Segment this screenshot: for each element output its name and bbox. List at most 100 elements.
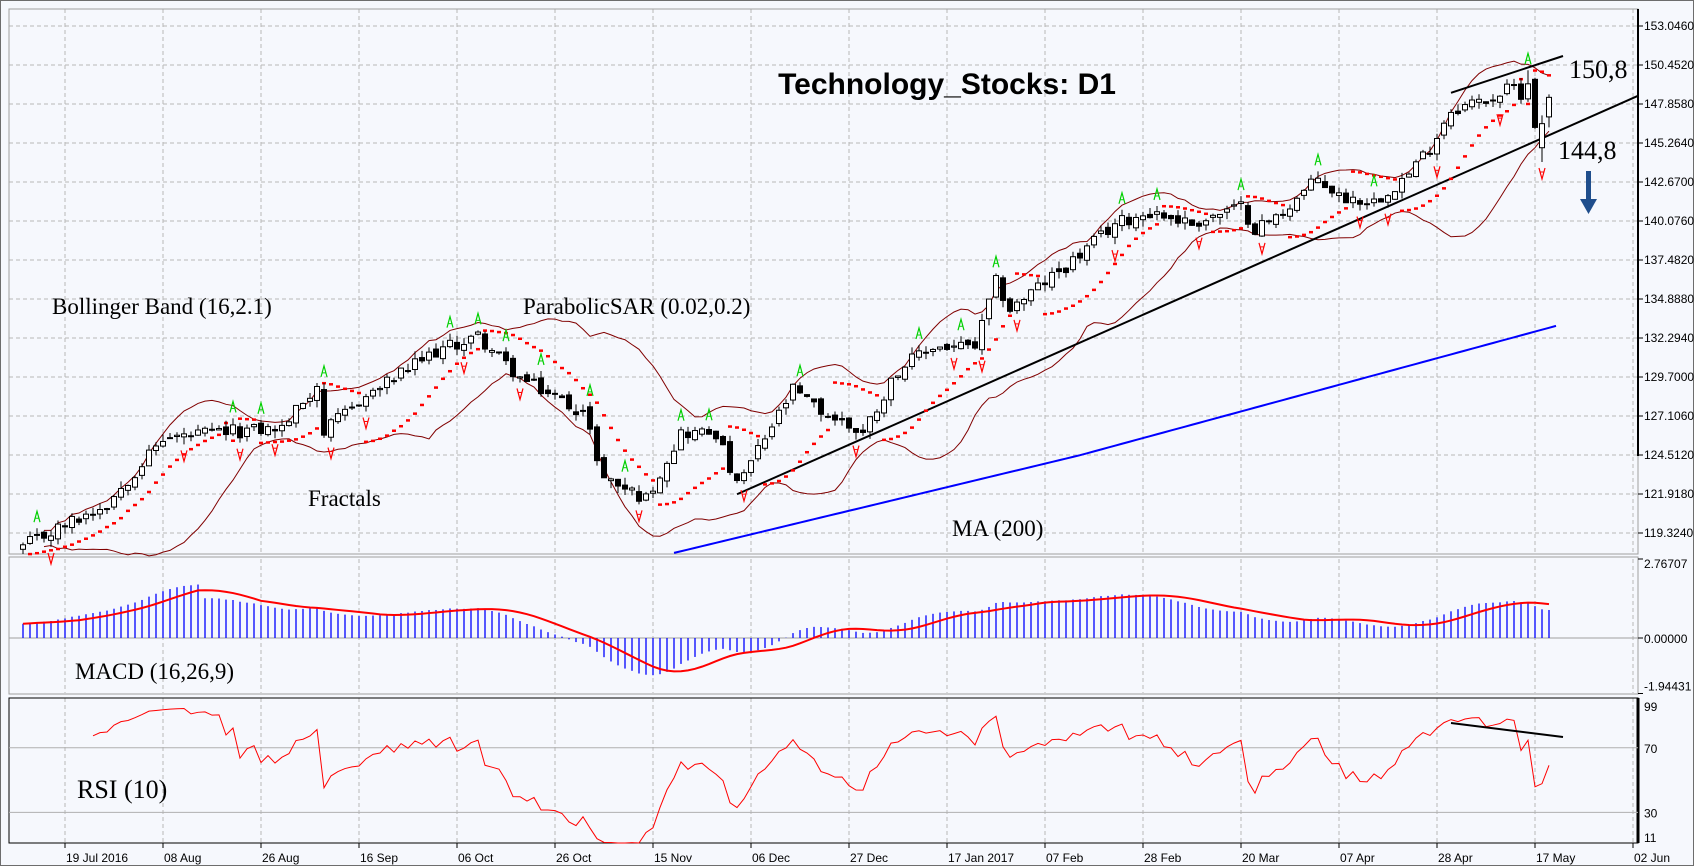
sar-dot (42, 550, 46, 553)
sar-dot (1386, 176, 1390, 180)
candle-body (244, 427, 250, 438)
sar-dot (245, 417, 249, 421)
sar-dot (714, 472, 718, 475)
sar-dot (1547, 74, 1551, 77)
candle-body (552, 392, 558, 395)
fractal-up-arrow (33, 508, 41, 523)
fractal-up-arrow (677, 407, 685, 421)
candle-body (167, 437, 173, 440)
sar-dot (406, 419, 410, 422)
candle-body (412, 358, 418, 370)
candle-body (734, 473, 740, 482)
candle-body (370, 389, 376, 397)
sar-dot (1393, 178, 1397, 181)
candle-body (1532, 78, 1538, 128)
candle-body (1021, 299, 1027, 305)
candle-body (1259, 220, 1265, 237)
candle-body (1518, 83, 1524, 100)
sar-dot (1127, 244, 1131, 248)
fractal-up-arrow (537, 351, 545, 366)
sar-dot (630, 458, 634, 461)
sar-dot (1344, 207, 1348, 210)
sar-dot (1442, 187, 1446, 190)
sar-dot (945, 388, 949, 392)
sar-dot (84, 537, 88, 540)
sar-dot (1120, 253, 1124, 257)
date-axis-label: 06 Oct (458, 851, 494, 865)
candle-body (1497, 95, 1503, 103)
sar-dot (595, 401, 599, 404)
candle-body (986, 298, 992, 320)
fractal-down-arrow (1195, 237, 1203, 251)
sar-dot (812, 442, 816, 446)
fractal-down-arrow (516, 388, 524, 402)
fractal-up-arrow (1153, 186, 1161, 201)
candle-body (797, 385, 803, 394)
candle-body (706, 429, 712, 435)
sar-dot (910, 426, 914, 429)
sar-dot (1484, 126, 1488, 129)
candle-body (27, 536, 33, 544)
fractal-up-arrow (229, 399, 237, 413)
sar-dot (1421, 204, 1425, 207)
candle-body (405, 370, 411, 373)
candle-body (1469, 99, 1475, 108)
sar-dot (231, 439, 235, 442)
sar-dot (1106, 271, 1110, 275)
candle-body (636, 491, 642, 502)
sar-dot (252, 418, 256, 421)
candle-body (426, 351, 432, 361)
sar-dot (378, 437, 382, 441)
candle-body (251, 423, 257, 428)
candle-body (489, 350, 495, 353)
sar-dot (1400, 209, 1404, 213)
sar-dot (567, 371, 571, 375)
candle-body (1476, 98, 1482, 103)
macd-panel-frame (8, 556, 1639, 695)
sar-dot (1533, 69, 1537, 72)
candle-body (440, 346, 446, 360)
sar-dot (1337, 211, 1341, 214)
sar-dot (196, 443, 200, 447)
sar-dot (700, 481, 704, 485)
candle-body (874, 411, 880, 421)
candle-body (790, 383, 796, 401)
candle-body (83, 513, 89, 520)
sar-dot (1470, 144, 1474, 147)
candle-body (846, 417, 852, 429)
candle-body (860, 429, 866, 433)
sar-dot (889, 437, 893, 441)
candle-body (1287, 208, 1293, 217)
candle-body (1035, 282, 1041, 291)
candle-body (1280, 213, 1286, 216)
candle-body (867, 416, 873, 433)
sar-dot (658, 503, 662, 506)
macd-axis-label: 2.76707 (1644, 557, 1688, 571)
candle-body (433, 348, 439, 358)
candle-body (629, 487, 635, 491)
candle-body (1364, 203, 1370, 206)
candle-body (293, 404, 299, 424)
sar-dot (672, 501, 676, 504)
candle-body (1084, 245, 1090, 261)
sar-dot (980, 357, 984, 360)
sar-dot (336, 385, 340, 388)
candle-body (895, 375, 901, 378)
sar-dot (483, 329, 487, 332)
candle-body (328, 419, 334, 438)
sar-dot (854, 384, 858, 388)
candle-body (1119, 215, 1125, 227)
candle-body (993, 275, 999, 298)
sar-dot (574, 378, 578, 382)
sar-dot (1351, 170, 1355, 173)
sar-dot (427, 395, 431, 398)
candle-body (594, 426, 600, 462)
candle-body (902, 366, 908, 380)
candle-body (132, 477, 138, 488)
level-low-label: 144,8 (1558, 136, 1617, 165)
sar-dot (581, 386, 585, 390)
sar-dot (371, 439, 375, 443)
fractal-down-arrow (236, 448, 244, 462)
sar-dot (651, 479, 655, 482)
